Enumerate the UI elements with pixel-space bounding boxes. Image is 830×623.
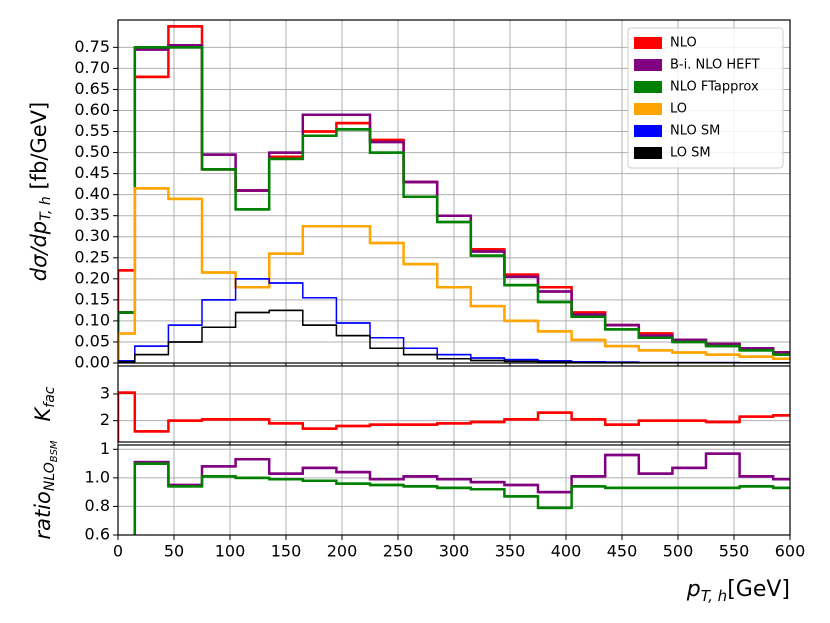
y-label-unit: [fb/GeV]	[27, 102, 51, 196]
x-label-sub: T, h	[701, 587, 727, 605]
frame	[117, 444, 791, 536]
y-tick-label: 0.10	[74, 310, 110, 329]
y-axis-label: Kfac	[31, 386, 58, 421]
y-axis-label: ratioNLOBSM	[31, 440, 60, 540]
x-tick-label: 100	[215, 542, 246, 561]
y-tick-label: 0.40	[74, 184, 110, 203]
y-tick-label: 0.25	[74, 247, 110, 266]
frame	[117, 19, 791, 364]
y-tick-label: 0.65	[74, 79, 110, 98]
legend-swatch	[634, 59, 662, 71]
plot-area	[118, 366, 790, 442]
legend-label: LO	[670, 102, 687, 117]
x-tick-label: 50	[164, 542, 184, 561]
y-tick-label: 0.55	[74, 121, 110, 140]
y-tick-label: 0.15	[74, 289, 110, 308]
x-tick-label: 250	[383, 542, 414, 561]
x-tick-label: 500	[663, 542, 694, 561]
y-label-sub: T, h	[38, 196, 54, 221]
x-label-main: p	[686, 577, 701, 602]
legend-label: NLO SM	[670, 124, 720, 139]
y-tick-label: 1	[100, 439, 110, 458]
y-tick-label: 0.45	[74, 163, 110, 182]
y-tick-label: 0.20	[74, 268, 110, 287]
y-tick-label: 0.75	[74, 37, 110, 56]
legend-label: LO SM	[670, 146, 711, 161]
y-axis-label: dσ/dpT, h [fb/GeV]	[27, 102, 54, 281]
x-axis-label: pT, h[GeV]	[686, 577, 790, 605]
legend-swatch	[634, 147, 662, 159]
y-tick-label: 0.50	[74, 142, 110, 161]
legend-swatch	[634, 37, 662, 49]
legend-swatch	[634, 81, 662, 93]
x-label-unit: [GeV]	[727, 577, 790, 602]
legend-swatch	[634, 103, 662, 115]
y-tick-label: 2	[100, 410, 110, 429]
frame	[117, 365, 791, 443]
y-label-main: ratio	[31, 491, 55, 539]
y-tick-label: 0.8	[85, 496, 110, 515]
y-label-subsub: BSM	[49, 440, 60, 462]
y-label-main: dσ/dp	[27, 221, 51, 281]
x-tick-label: 200	[327, 542, 358, 561]
legend-box	[627, 27, 784, 169]
x-tick-label: 400	[551, 542, 582, 561]
legend-label: NLO FTapprox	[670, 80, 759, 95]
y-tick-label: 0.6	[85, 525, 110, 544]
x-tick-label: 350	[495, 542, 526, 561]
y-tick-label: 0.05	[74, 331, 110, 350]
y-tick-label: 0.35	[74, 205, 110, 224]
y-tick-label: 0.60	[74, 100, 110, 119]
y-label-main: K	[31, 406, 55, 422]
x-tick-label: 600	[775, 542, 806, 561]
x-tick-label: 150	[271, 542, 302, 561]
x-tick-label: 0	[113, 542, 123, 561]
x-tick-label: 550	[719, 542, 750, 561]
y-label-sub: fac	[42, 386, 58, 408]
legend-swatch	[634, 125, 662, 137]
plot-area	[118, 445, 790, 535]
x-tick-label: 450	[607, 542, 638, 561]
y-tick-label: 0.00	[74, 353, 110, 372]
y-label-sub: NLO	[42, 462, 58, 491]
x-tick-label: 300	[439, 542, 470, 561]
legend-label: NLO	[670, 36, 697, 51]
y-tick-label: 0.70	[74, 58, 110, 77]
y-tick-label: 3	[100, 384, 110, 403]
y-tick-label: 1.0	[85, 467, 110, 486]
y-tick-label: 0.30	[74, 226, 110, 245]
legend-label: B-i. NLO HEFT	[670, 58, 760, 73]
